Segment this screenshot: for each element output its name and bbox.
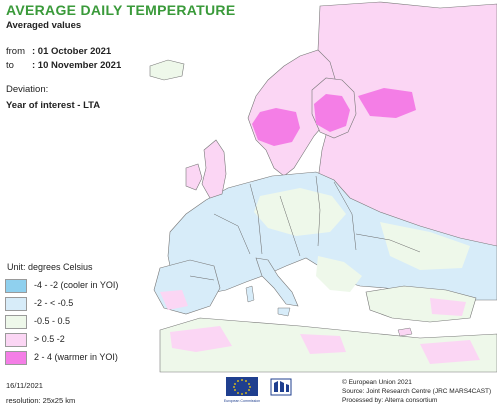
legend-item: -0.5 - 0.5 [5, 314, 195, 332]
eu-logo-text: European Commission [224, 399, 260, 403]
legend-swatch [5, 351, 27, 365]
source-note: Source: Joint Research Centre (JRC MARS4… [342, 388, 492, 395]
resolution-note: resolution: 25x25 km [6, 396, 76, 405]
warm-patch-turkey [430, 298, 466, 316]
island-sicily [277, 307, 291, 317]
neutral-patch-balkans [316, 256, 362, 292]
landmass-great-britain [201, 139, 227, 199]
island-sardinia [245, 285, 255, 303]
eu-flag-icon: European Commission [224, 377, 260, 403]
legend-swatch [5, 297, 27, 311]
landmass-italy [255, 257, 299, 307]
neutral-patch-central [254, 188, 346, 236]
map-subtitle: Averaged values [6, 20, 82, 31]
legend-item-label: -2 - < -0.5 [34, 298, 74, 308]
legend-swatch [5, 279, 27, 293]
legend-swatch [5, 333, 27, 347]
warm-patch-iberia [160, 290, 188, 310]
map-title: AVERAGE DAILY TEMPERATURE [6, 2, 236, 18]
legend: Unit: degrees Celsius -4 - -2 (cooler in… [0, 262, 200, 370]
deviation-label: Deviation: [6, 84, 49, 95]
period-from-value: : 01 October 2021 [32, 46, 112, 57]
legend-title: Unit: degrees Celsius [5, 262, 95, 272]
legend-item: -2 - < -0.5 [5, 296, 195, 314]
deviation-value: Year of interest - LTA [6, 100, 101, 111]
legend-item-label: -4 - -2 (cooler in YOI) [34, 280, 119, 290]
ec-building-icon [270, 378, 292, 396]
legend-item-label: 2 - 4 (warmer in YOI) [34, 352, 118, 362]
legend-item: -4 - -2 (cooler in YOI) [5, 278, 195, 296]
legend-item: 2 - 4 (warmer in YOI) [5, 350, 195, 368]
warm-hotspot-russia [358, 88, 416, 118]
warm-hotspot-finland [314, 94, 350, 132]
copyright-note: © European Union 2021 [342, 379, 412, 386]
processed-note: Processed by: Alterra consortium [342, 397, 438, 404]
legend-swatch [5, 315, 27, 329]
legend-item: > 0.5 -2 [5, 332, 195, 350]
landmass-ireland [185, 163, 203, 191]
period-to-label: to [6, 60, 14, 71]
issue-date: 16/11/2021 [6, 381, 43, 390]
island-cyprus [397, 327, 413, 337]
country-borders [189, 175, 421, 281]
legend-item-label: -0.5 - 0.5 [34, 316, 71, 326]
legend-item-label: > 0.5 -2 [34, 334, 65, 344]
landmass-iceland [149, 59, 185, 81]
period-to-value: : 10 November 2021 [32, 60, 122, 71]
warm-hotspot-norway [252, 108, 300, 146]
neutral-patch-east [380, 222, 470, 270]
period-from-label: from [6, 46, 25, 57]
warm-patch-north-africa [170, 326, 480, 364]
